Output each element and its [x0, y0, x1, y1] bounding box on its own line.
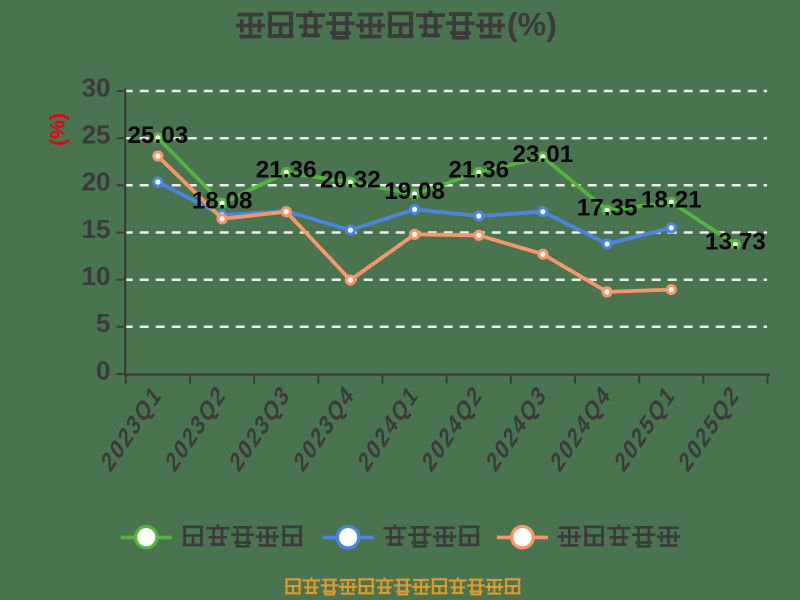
svg-text:(%): (%)	[47, 113, 70, 146]
svg-text:21.36: 21.36	[448, 157, 509, 184]
svg-text:13.73: 13.73	[705, 229, 766, 256]
svg-text:18.08: 18.08	[192, 188, 253, 215]
svg-text:0: 0	[96, 355, 110, 385]
svg-text:30: 30	[82, 72, 111, 102]
svg-text:5: 5	[96, 308, 110, 338]
svg-text:18.21: 18.21	[641, 186, 702, 213]
svg-text:17.35: 17.35	[577, 195, 638, 222]
svg-text:20: 20	[82, 167, 111, 197]
svg-text:25: 25	[82, 120, 111, 150]
svg-text:23.01: 23.01	[512, 141, 573, 168]
svg-text:10: 10	[82, 261, 111, 291]
svg-text:15: 15	[82, 214, 111, 244]
svg-text:21.36: 21.36	[256, 157, 317, 184]
svg-text:25.03: 25.03	[127, 122, 188, 149]
svg-text:19.08: 19.08	[384, 178, 445, 205]
svg-text:(%): (%)	[507, 7, 557, 43]
svg-text:20.32: 20.32	[320, 167, 381, 194]
